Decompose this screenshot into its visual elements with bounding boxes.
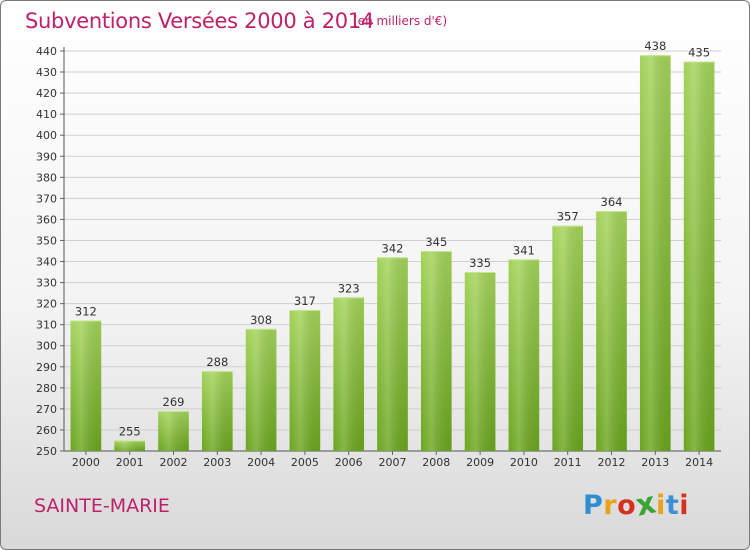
y-tick-label: 290	[36, 361, 57, 374]
bar-shine	[114, 440, 146, 451]
x-tick-label: 2002	[160, 456, 188, 469]
data-label: 323	[338, 281, 360, 295]
logo-letter: r	[603, 490, 618, 521]
bars	[70, 55, 715, 452]
y-tick-label: 280	[36, 382, 57, 395]
y-tick-label: 380	[36, 171, 57, 184]
data-label: 341	[513, 243, 535, 257]
y-tick-label: 250	[36, 445, 57, 458]
x-tick-label: 2010	[510, 456, 538, 469]
labels: 250 260 270 280 290 300 310 320 330 340 350 360 370 3…	[36, 39, 713, 469]
x-tick-label: 2013	[641, 456, 669, 469]
y-tick-label: 330	[36, 277, 57, 290]
x-tick-label: 2009	[466, 456, 494, 469]
logo-letter: i	[679, 490, 689, 521]
data-label: 269	[163, 395, 185, 409]
bar-shine	[639, 55, 671, 452]
y-tick-label: 430	[36, 66, 57, 79]
data-label: 345	[425, 235, 447, 249]
y-tick-label: 310	[36, 319, 57, 332]
y-tick-label: 300	[36, 340, 57, 353]
bar-shine	[420, 251, 452, 451]
x-tick-label: 2011	[554, 456, 582, 469]
data-label: 435	[688, 46, 710, 60]
bar-shine	[683, 61, 715, 452]
y-tick-label: 360	[36, 213, 57, 226]
bar-shine	[596, 211, 627, 451]
data-label: 342	[382, 241, 404, 255]
x-tick-label: 2003	[203, 456, 231, 469]
chart-subtitle: (en milliers d'€)	[353, 14, 448, 28]
y-tick-label: 400	[36, 129, 57, 142]
x-tick-label: 2014	[685, 456, 713, 469]
data-label: 317	[294, 294, 316, 308]
logo-letter: o	[617, 490, 637, 521]
data-label: 357	[557, 210, 579, 224]
data-label: 312	[75, 304, 97, 318]
bar-shine	[333, 297, 365, 451]
chart-title: Subventions Versées 2000 à 2014	[25, 9, 374, 33]
x-tick-label: 2008	[422, 456, 450, 469]
proxiti-logo: Proxiti	[583, 485, 689, 523]
bar-shine	[289, 309, 321, 451]
x-tick-label: 2005	[291, 456, 319, 469]
place-name: SAINTE-MARIE	[34, 495, 170, 517]
x-tick-label: 2001	[116, 456, 144, 469]
bar-shine	[201, 371, 233, 451]
data-label: 335	[469, 256, 491, 270]
x-tick-label: 2006	[335, 456, 363, 469]
y-tick-label: 340	[36, 256, 57, 269]
y-tick-label: 440	[36, 45, 57, 58]
x-tick-label: 2000	[72, 456, 100, 469]
y-tick-label: 260	[36, 424, 57, 437]
data-label: 288	[206, 355, 228, 369]
data-label: 364	[601, 195, 623, 209]
logo-letter: i	[656, 490, 666, 521]
y-tick-label: 350	[36, 234, 57, 247]
y-tick-label: 410	[36, 108, 57, 121]
y-tick-label: 420	[36, 87, 57, 100]
x-tick-label: 2007	[379, 456, 407, 469]
y-tick-label: 270	[36, 403, 57, 416]
y-tick-label: 370	[36, 192, 57, 205]
logo-letter: P	[583, 490, 604, 521]
logo-letter: t	[665, 490, 680, 521]
bar-shine	[508, 259, 540, 451]
bar-shine	[245, 328, 277, 451]
x-tick-label: 2004	[247, 456, 275, 469]
data-label: 308	[250, 313, 272, 327]
bar-shine	[158, 411, 189, 451]
data-label: 438	[644, 39, 666, 53]
y-tick-label: 320	[36, 298, 57, 311]
bar-shine	[552, 225, 584, 451]
bar-shine	[464, 272, 496, 451]
bar-shine	[377, 257, 408, 451]
bar-shine	[70, 320, 102, 451]
y-tick-label: 390	[36, 150, 57, 163]
data-label: 255	[119, 424, 141, 438]
x-tick-label: 2012	[598, 456, 626, 469]
